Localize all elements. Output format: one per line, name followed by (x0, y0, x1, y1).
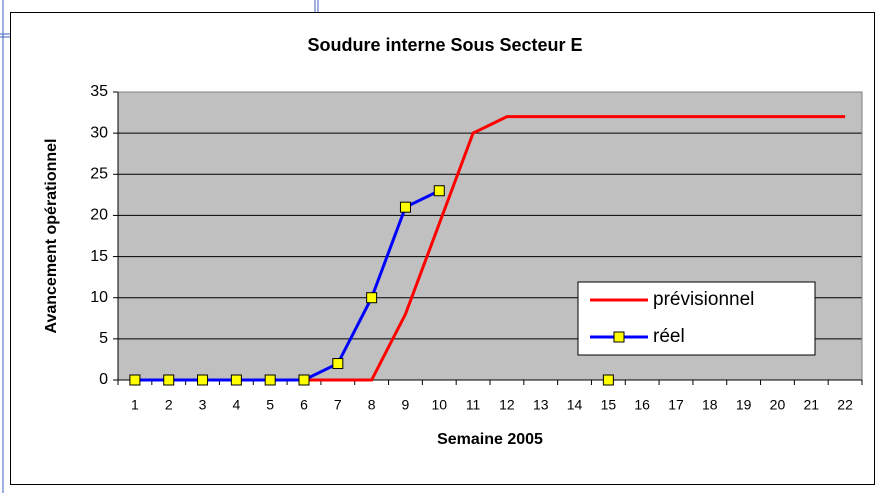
marker (163, 374, 175, 386)
x-tick-label: 4 (232, 397, 240, 413)
marker (366, 292, 378, 304)
x-tick-label: 3 (199, 397, 207, 413)
marker (197, 374, 209, 386)
x-tick-label: 17 (668, 397, 684, 413)
y-tick-label: 25 (90, 166, 108, 183)
x-tick-label: 7 (334, 397, 342, 413)
x-tick-label: 10 (431, 397, 447, 413)
marker (129, 374, 141, 386)
marker (399, 201, 411, 213)
x-tick-label: 13 (533, 397, 549, 413)
x-tick-label: 20 (770, 397, 786, 413)
x-tick-label: 18 (702, 397, 718, 413)
legend-marker (613, 331, 625, 343)
x-tick-label: 5 (266, 397, 274, 413)
y-tick-label: 15 (90, 248, 108, 265)
x-tick-label: 6 (300, 397, 308, 413)
marker (230, 374, 242, 386)
y-tick-label: 5 (99, 330, 108, 347)
marker (332, 358, 344, 370)
x-tick-label: 22 (837, 397, 853, 413)
x-tick-label: 9 (402, 397, 410, 413)
marker (264, 374, 276, 386)
x-axis-label: Semaine 2005 (437, 431, 543, 448)
legend-label: prévisionnel (653, 289, 754, 310)
y-tick-label: 35 (90, 83, 108, 100)
marker (602, 374, 614, 386)
y-tick-label: 20 (90, 207, 108, 224)
x-tick-label: 19 (736, 397, 752, 413)
x-tick-label: 8 (368, 397, 376, 413)
x-tick-label: 21 (803, 397, 819, 413)
x-tick-label: 11 (466, 397, 481, 413)
y-tick-label: 0 (99, 371, 108, 388)
x-tick-label: 14 (567, 397, 583, 413)
legend-label: réel (653, 326, 685, 347)
x-tick-label: 12 (499, 397, 515, 413)
x-tick-label: 16 (634, 397, 650, 413)
x-tick-label: 1 (131, 397, 139, 413)
y-tick-label: 10 (90, 289, 108, 306)
x-tick-label: 15 (601, 397, 617, 413)
y-axis-label: Avancement opérationnel (43, 138, 60, 333)
marker (298, 374, 310, 386)
marker (433, 185, 445, 197)
x-tick-label: 2 (165, 397, 173, 413)
chart-title: Soudure interne Sous Secteur E (307, 35, 582, 55)
y-tick-label: 30 (90, 124, 108, 141)
legend (577, 281, 816, 356)
